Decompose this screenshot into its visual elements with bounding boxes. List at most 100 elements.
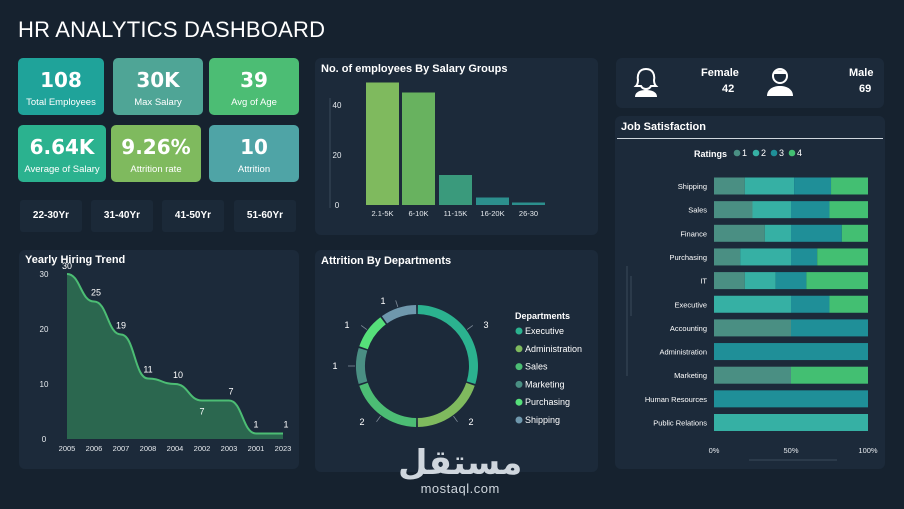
bar-segment: [775, 272, 807, 290]
y-tick-label: 0: [335, 201, 340, 210]
x-tick-label: 2005: [59, 444, 76, 453]
data-label: 30: [62, 261, 72, 271]
bar: [476, 197, 509, 205]
bar: [366, 82, 399, 205]
bar: [402, 92, 435, 205]
legend-marker: [515, 363, 523, 371]
legend-title: Ratings: [694, 149, 727, 159]
bar: [439, 175, 472, 205]
bar-segment: [714, 319, 791, 337]
bar-segment: [714, 295, 791, 313]
legend-marker: [788, 149, 796, 157]
job-satisfaction-chart: Ratings 1 2 3 4 Shipping Sales Finance Purchasin…: [626, 148, 878, 461]
y-tick-label: Finance: [680, 229, 707, 238]
bar-segment: [740, 248, 791, 266]
bar-segment: [714, 177, 745, 195]
x-tick-label: 0%: [709, 446, 720, 455]
legend-marker: [515, 380, 523, 388]
age-filter-41-50[interactable]: 41-50Yr: [162, 200, 224, 232]
legend-marker: [515, 416, 523, 424]
bar-segment: [714, 414, 868, 431]
female-icon: [633, 67, 659, 97]
age-filter-22-30[interactable]: 22-30Yr: [20, 200, 82, 232]
x-tick-label: 26-30: [519, 209, 538, 218]
bar-segment: [791, 295, 830, 313]
x-tick-label: 2023: [275, 444, 292, 453]
label-leader: [466, 325, 474, 330]
data-label: 1: [253, 420, 258, 430]
male-count: 69: [859, 83, 872, 95]
x-tick-label: 100%: [858, 446, 878, 455]
salary-groups-title: No. of employees By Salary Groups: [321, 63, 508, 75]
attrition-donut-chart: 3 2 2 1 1 1 Departments Executive Administration…: [332, 296, 582, 427]
y-tick-label: Sales: [688, 206, 707, 215]
kpi-label: Total Employees: [26, 97, 96, 108]
legend-marker: [515, 345, 523, 353]
bar-segment: [714, 272, 745, 290]
bar-segment: [829, 201, 868, 219]
legend-label: Administration: [525, 344, 582, 354]
salary-groups-panel: No. of employees By Salary Groups 0 20 40 2…: [315, 58, 598, 235]
donut-slice: [356, 348, 368, 384]
bar-segment: [714, 224, 765, 242]
data-label: 10: [173, 370, 183, 380]
legend-label: Sales: [525, 362, 548, 372]
y-tick-label: Purchasing: [669, 253, 707, 262]
page-title: HR ANALYTICS DASHBOARD: [18, 17, 326, 42]
bar-segment: [806, 272, 868, 290]
bar-segment: [817, 248, 868, 266]
series-line: [66, 273, 283, 435]
donut-slice: [417, 305, 478, 384]
bar-segment: [744, 272, 776, 290]
watermark: مستقل mostaql.com: [398, 445, 522, 496]
bar-segment: [791, 224, 842, 242]
hiring-trend-chart: 0102030302005252006192007112008102004720…: [40, 261, 292, 453]
data-label: 1: [344, 320, 349, 330]
age-filter-31-40[interactable]: 31-40Yr: [91, 200, 153, 232]
bar-segment: [714, 248, 741, 266]
kpi-max-salary: 30K Max Salary: [113, 58, 203, 115]
kpi-value: 108: [40, 68, 82, 92]
data-label: 1: [283, 420, 288, 430]
y-tick-label: Executive: [674, 300, 707, 309]
label-leader: [453, 415, 458, 423]
donut-slice: [359, 382, 417, 427]
attrition-panel: Attrition By Departments 3 2 2 1 1 1 Departmen…: [315, 250, 598, 472]
donut-slice: [417, 382, 475, 427]
x-tick-label: 16-20K: [480, 209, 504, 218]
bar-segment: [714, 343, 868, 361]
y-tick-label: 20: [333, 151, 342, 160]
donut-slice: [381, 305, 417, 324]
kpi-value: 6.64K: [29, 135, 95, 159]
kpi-attrition-rate: 9.26% Attrition rate: [111, 125, 201, 182]
label-leader: [395, 300, 399, 308]
bar: [512, 202, 545, 205]
data-label: 19: [116, 321, 126, 331]
legend-marker: [733, 149, 741, 157]
male-label: Male: [849, 67, 874, 79]
male-icon: [767, 68, 793, 96]
x-tick-label: 6-10K: [408, 209, 428, 218]
legend-label: 2: [761, 148, 766, 158]
kpi-label: Attrition rate: [130, 164, 182, 175]
age-filter-51-60[interactable]: 51-60Yr: [234, 200, 296, 232]
x-tick-label: 2006: [86, 444, 103, 453]
hiring-trend-title: Yearly Hiring Trend: [25, 254, 126, 266]
bar-segment: [714, 366, 791, 384]
x-tick-label: 2003: [221, 444, 238, 453]
x-tick-label: 2002: [194, 444, 211, 453]
x-tick-label: 2008: [140, 444, 157, 453]
donut-slice: [359, 317, 386, 350]
title-underline: [617, 138, 883, 139]
kpi-total-employees: 108 Total Employees: [18, 58, 104, 115]
legend-marker: [770, 149, 778, 157]
data-label: 1: [380, 296, 385, 306]
y-tick-label: 40: [333, 101, 342, 110]
legend-label: Executive: [525, 326, 564, 336]
salary-groups-chart: 0 20 40 2.1-5K 6-10K 11-15K 16-20K 26-30: [329, 82, 545, 218]
x-tick-label: 2004: [167, 444, 184, 453]
job-satisfaction-panel: Job Satisfaction Ratings 1 2 3 4 Shipping Sale…: [615, 116, 885, 469]
bar-segment: [791, 319, 868, 337]
legend-label: 4: [797, 148, 802, 158]
data-label: 3: [483, 320, 488, 330]
